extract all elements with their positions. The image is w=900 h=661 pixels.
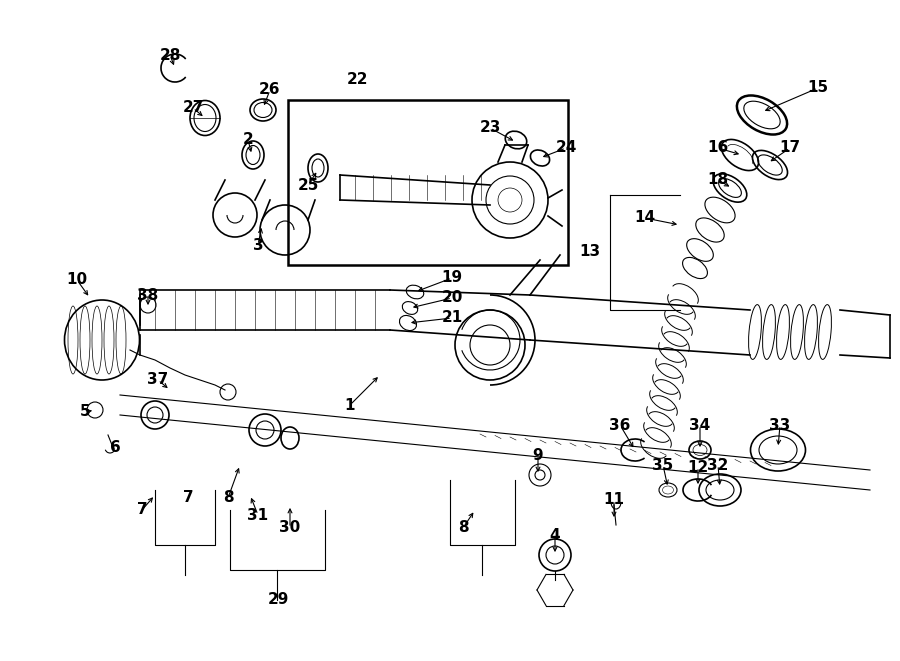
Text: 12: 12 bbox=[688, 459, 708, 475]
Text: 10: 10 bbox=[67, 272, 87, 288]
Text: 7: 7 bbox=[183, 490, 194, 506]
Text: 35: 35 bbox=[652, 457, 673, 473]
Text: 4: 4 bbox=[550, 527, 561, 543]
Text: 14: 14 bbox=[634, 210, 655, 225]
Text: 34: 34 bbox=[689, 418, 711, 432]
Text: 27: 27 bbox=[183, 100, 203, 116]
Text: 23: 23 bbox=[480, 120, 500, 136]
Text: 11: 11 bbox=[604, 492, 625, 508]
Text: 37: 37 bbox=[148, 373, 168, 387]
Text: 20: 20 bbox=[441, 290, 463, 305]
Text: 30: 30 bbox=[279, 520, 301, 535]
Text: 3: 3 bbox=[253, 237, 264, 253]
Text: 22: 22 bbox=[347, 73, 369, 87]
Text: 16: 16 bbox=[707, 141, 729, 155]
Text: 13: 13 bbox=[580, 245, 600, 260]
Text: 26: 26 bbox=[259, 83, 281, 98]
Text: 7: 7 bbox=[137, 502, 148, 518]
Text: 1: 1 bbox=[345, 397, 356, 412]
Text: 38: 38 bbox=[138, 288, 158, 303]
Text: 31: 31 bbox=[248, 508, 268, 522]
Text: 29: 29 bbox=[267, 592, 289, 607]
Text: 5: 5 bbox=[80, 405, 90, 420]
Text: 21: 21 bbox=[441, 311, 463, 325]
Text: 18: 18 bbox=[707, 173, 729, 188]
Bar bbox=[288, 100, 568, 265]
Text: 9: 9 bbox=[533, 447, 544, 463]
Text: 36: 36 bbox=[609, 418, 631, 432]
Text: 2: 2 bbox=[243, 132, 254, 147]
Text: 6: 6 bbox=[110, 440, 121, 455]
Text: 28: 28 bbox=[159, 48, 181, 63]
Text: 8: 8 bbox=[222, 490, 233, 506]
Text: 17: 17 bbox=[779, 141, 801, 155]
Text: 32: 32 bbox=[707, 457, 729, 473]
Text: 8: 8 bbox=[458, 520, 468, 535]
Text: 25: 25 bbox=[297, 178, 319, 192]
Text: 24: 24 bbox=[555, 141, 577, 155]
Text: 19: 19 bbox=[441, 270, 463, 286]
Text: 15: 15 bbox=[807, 81, 829, 95]
Text: 33: 33 bbox=[770, 418, 790, 432]
